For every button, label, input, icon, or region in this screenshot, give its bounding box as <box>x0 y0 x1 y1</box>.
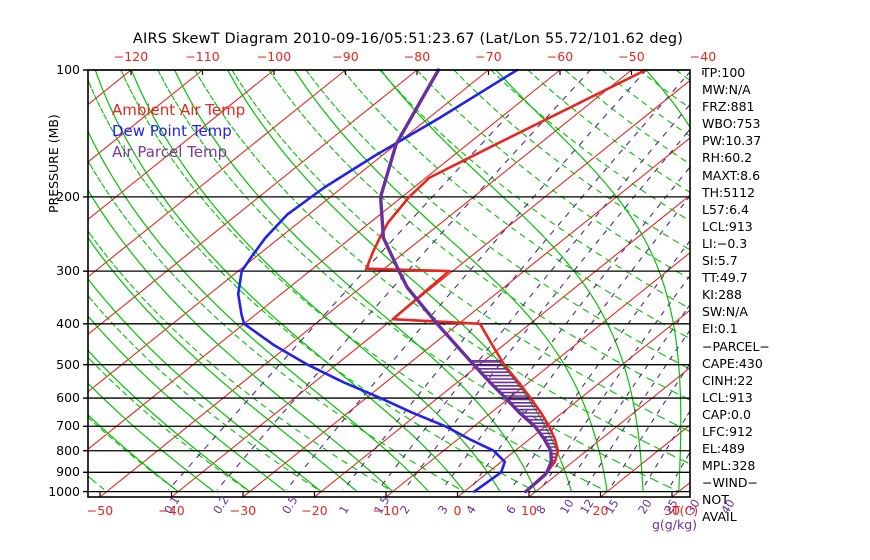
top-temp-tick--100: −100 <box>256 49 292 64</box>
parameter-21: LFC:912 <box>702 423 753 439</box>
top-temp-tick--110: −110 <box>185 49 220 64</box>
pressure-tick-700: 700 <box>56 418 80 434</box>
bottom-temp-tick--30: −30 <box>229 503 257 518</box>
bottom-temp-tick--40: −40 <box>158 503 185 518</box>
x-axis-label-mixing: g(g/kg) <box>652 517 698 532</box>
parameter-22: EL:489 <box>702 441 745 457</box>
parameter-1: MW:N/A <box>702 82 751 98</box>
parameter-10: LI:−0.3 <box>702 235 748 251</box>
top-temp-tick--40: −40 <box>689 49 717 64</box>
x-axis-label-temp: T(C) <box>672 503 699 518</box>
parameter-8: L57:6.4 <box>702 201 749 217</box>
parameter-2: FRZ:881 <box>702 99 755 115</box>
top-temp-tick--120: −120 <box>113 49 149 64</box>
bottom-temp-tick--50: −50 <box>86 503 114 518</box>
parameter-26: AVAIL <box>702 509 737 525</box>
parameter-24: −WIND− <box>702 475 758 491</box>
bottom-temp-tick-20: 20 <box>592 503 609 518</box>
legend-ambient: Ambient Air Temp <box>112 101 246 119</box>
pressure-tick-600: 600 <box>56 390 80 406</box>
page-title: AIRS SkewT Diagram 2010-09-16/05:51:23.6… <box>132 31 684 47</box>
pressure-tick-900: 900 <box>56 464 80 480</box>
plot-frame <box>87 69 691 498</box>
pressure-tick-300: 300 <box>56 263 80 279</box>
parameter-4: PW:10.37 <box>702 133 762 149</box>
legend: Ambient Air Temp Dew Point Temp Air Parc… <box>112 100 245 163</box>
bottom-temp-tick-30: 30 <box>664 503 680 518</box>
parameter-14: SW:N/A <box>702 304 748 320</box>
parameter-13: KI:288 <box>702 287 742 303</box>
parameter-23: MPL:328 <box>702 458 756 474</box>
parameter-11: SI:5.7 <box>702 253 738 269</box>
top-temp-tick--80: −80 <box>403 49 431 64</box>
parameter-19: LCL:913 <box>702 389 753 405</box>
parameter-panel: TP:100 MW:N/A FRZ:881 WBO:753 PW:10.37 RH:60.… <box>702 64 822 526</box>
parameter-9: LCL:913 <box>702 218 753 234</box>
legend-dewpoint: Dew Point Temp <box>112 122 232 140</box>
bottom-temp-tick-10: 10 <box>521 503 537 518</box>
sounding-curves <box>236 68 648 494</box>
parameter-17: CAPE:430 <box>702 355 763 371</box>
pressure-tick-500: 500 <box>56 356 80 372</box>
parameter-5: RH:60.2 <box>702 150 753 166</box>
parameter-3: WBO:753 <box>702 116 761 132</box>
parameter-0: TP:100 <box>702 65 746 80</box>
pressure-tick-800: 800 <box>56 442 80 458</box>
legend-parcel: Air Parcel Temp <box>112 143 228 161</box>
parameter-18: CINH:22 <box>702 372 754 388</box>
pressure-tick-1000: 1000 <box>48 483 80 499</box>
parameter-16: −PARCEL− <box>702 338 770 354</box>
parameter-12: TT:49.7 <box>702 270 748 286</box>
top-temp-tick--90: −90 <box>332 49 359 64</box>
axis-tick-marks <box>83 69 704 497</box>
top-temp-tick--50: −50 <box>618 49 645 64</box>
bottom-temp-tick--20: −20 <box>301 503 328 518</box>
parameter-6: MAXT:8.6 <box>702 167 761 183</box>
pressure-tick-200: 200 <box>56 188 80 204</box>
dry-adiabat-lines <box>87 69 691 493</box>
parameter-20: CAP:0.0 <box>702 406 751 422</box>
parameter-7: TH:5112 <box>702 184 756 200</box>
cape-shaded-region <box>468 360 559 475</box>
bottom-temp-tick-0: 0 <box>453 503 462 518</box>
parameter-15: EI:0.1 <box>702 321 738 337</box>
top-temp-tick--70: −70 <box>475 49 502 64</box>
pressure-tick-100: 100 <box>56 62 80 77</box>
bottom-temp-tick--10: −10 <box>372 503 400 518</box>
parameter-25: NOT <box>702 492 729 508</box>
top-temp-tick--60: −60 <box>546 49 574 64</box>
pressure-tick-400: 400 <box>56 315 80 331</box>
